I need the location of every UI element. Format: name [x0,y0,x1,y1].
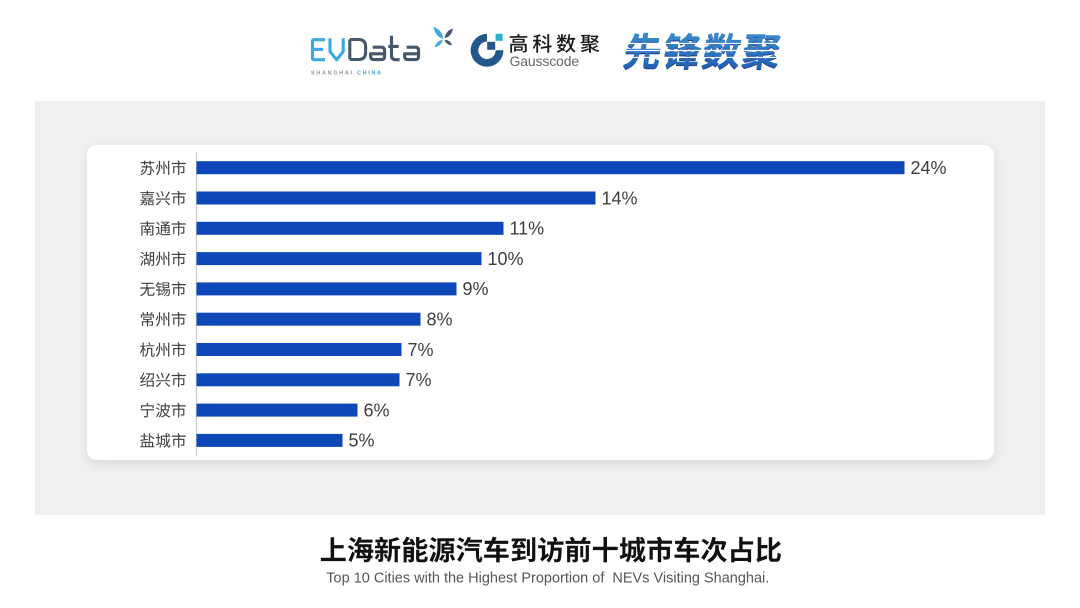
svg-text:Top 10 Cities with the Highest: Top 10 Cities with the Highest Proportio… [326,571,769,587]
svg-text:11%: 11% [510,219,545,239]
svg-text:6%: 6% [364,400,390,420]
svg-text:24%: 24% [911,158,947,178]
svg-text:9%: 9% [463,279,489,299]
svg-text:SHANGHAI CHINA: SHANGHAI CHINA [311,71,383,77]
svg-text:5%: 5% [349,431,375,451]
svg-text:Gausscode: Gausscode [510,53,580,69]
svg-text:14%: 14% [602,188,638,208]
svg-text:8%: 8% [427,310,453,330]
svg-text:7%: 7% [408,340,434,360]
svg-text:10%: 10% [488,249,524,269]
svg-text:7%: 7% [406,370,432,390]
